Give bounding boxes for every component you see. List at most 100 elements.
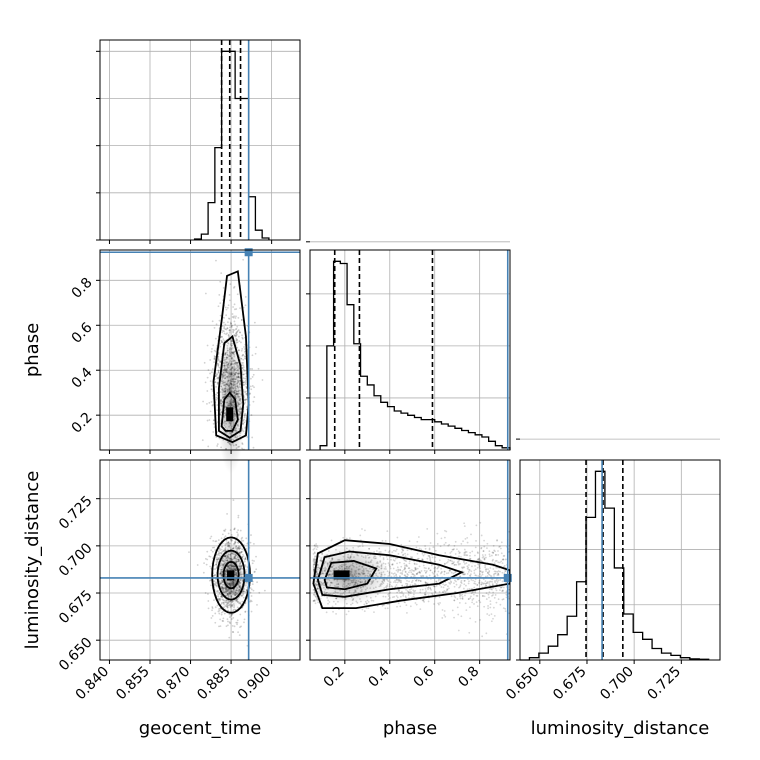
- sample-point: [492, 594, 494, 596]
- sample-point: [416, 572, 418, 575]
- sample-point: [233, 527, 236, 530]
- sample-point: [428, 554, 431, 557]
- sample-point: [442, 591, 445, 594]
- sample-point: [314, 595, 317, 597]
- y-tick-label-luminosity_distance: 0.725: [56, 493, 96, 533]
- sample-point: [319, 597, 322, 600]
- sample-point: [490, 575, 493, 578]
- sample-point: [245, 386, 248, 389]
- sample-point: [422, 564, 425, 567]
- sample-point: [214, 381, 217, 384]
- sample-point: [225, 333, 228, 336]
- sample-point: [224, 328, 227, 330]
- sample-point: [244, 558, 247, 561]
- sample-point: [387, 593, 390, 596]
- sample-point: [313, 591, 316, 594]
- x-axis-title-geocent_time: geocent_time: [139, 718, 262, 739]
- sample-point: [401, 592, 403, 594]
- sample-point: [231, 328, 234, 331]
- sample-point: [245, 398, 247, 401]
- sample-point: [419, 591, 422, 594]
- sample-point: [417, 579, 420, 582]
- sample-point: [236, 623, 238, 626]
- sample-point: [418, 571, 421, 574]
- sample-point: [474, 568, 477, 571]
- sample-point: [391, 563, 393, 566]
- sample-point: [214, 355, 216, 358]
- sample-point: [502, 586, 505, 589]
- sample-point: [424, 547, 427, 550]
- x-tick-label-phase: 0.4: [366, 663, 393, 690]
- sample-point: [245, 584, 247, 586]
- sample-point: [204, 557, 207, 560]
- sample-point: [244, 610, 247, 613]
- sample-point: [228, 331, 231, 334]
- sample-point: [414, 566, 416, 569]
- sample-point: [468, 588, 471, 590]
- sample-point: [405, 582, 407, 585]
- sample-point: [236, 531, 239, 534]
- sample-point: [216, 363, 219, 365]
- sample-point: [430, 564, 433, 567]
- sample-point: [240, 625, 242, 628]
- sample-point: [253, 386, 255, 389]
- sample-point: [429, 587, 432, 589]
- sample-point: [207, 593, 209, 595]
- sample-point: [241, 337, 244, 340]
- sample-point: [386, 530, 389, 533]
- sample-point: [210, 401, 213, 403]
- sample-point: [206, 419, 209, 422]
- sample-point: [234, 332, 237, 335]
- sample-point: [495, 583, 498, 585]
- sample-point: [439, 578, 442, 581]
- sample-point: [486, 572, 489, 574]
- sample-point: [460, 582, 463, 584]
- sample-point: [453, 585, 456, 588]
- sample-point: [408, 560, 411, 563]
- sample-point: [412, 569, 415, 572]
- sample-point: [222, 286, 225, 289]
- sample-point: [242, 358, 245, 361]
- sample-point: [487, 568, 489, 571]
- truth-marker: [244, 573, 253, 582]
- sample-point: [445, 572, 448, 575]
- sample-point: [483, 539, 485, 542]
- sample-point: [413, 562, 416, 565]
- sample-point: [217, 558, 219, 560]
- sample-point: [214, 612, 217, 615]
- sample-point: [412, 589, 415, 592]
- sample-point: [218, 551, 221, 554]
- sample-point: [226, 327, 229, 330]
- sample-point: [496, 581, 499, 583]
- sample-point: [459, 584, 462, 587]
- sample-point: [328, 601, 331, 603]
- sample-point: [215, 560, 218, 563]
- sample-point: [463, 566, 466, 569]
- sample-point: [485, 556, 487, 559]
- sample-point: [469, 557, 472, 560]
- sample-point: [214, 337, 217, 340]
- sample-point: [238, 340, 241, 343]
- sample-point: [474, 578, 477, 581]
- sample-point: [242, 553, 244, 556]
- sample-point: [212, 431, 215, 433]
- sample-point: [464, 554, 467, 556]
- sample-point: [434, 566, 436, 569]
- sample-point: [218, 597, 221, 600]
- sample-point: [312, 548, 315, 551]
- sample-point: [229, 328, 231, 331]
- sample-point: [214, 606, 217, 609]
- sample-point: [216, 590, 219, 593]
- sample-point: [449, 552, 452, 554]
- sample-point: [217, 363, 220, 366]
- sample-point: [493, 572, 496, 575]
- sample-point: [235, 333, 238, 336]
- sample-point: [426, 570, 428, 572]
- sample-point: [221, 619, 224, 622]
- sample-point: [494, 570, 497, 573]
- sample-point: [215, 323, 218, 326]
- sample-point: [450, 562, 453, 565]
- sample-point: [225, 314, 228, 317]
- sample-point: [242, 596, 245, 599]
- x-tick-label-phase: 0.8: [455, 664, 482, 691]
